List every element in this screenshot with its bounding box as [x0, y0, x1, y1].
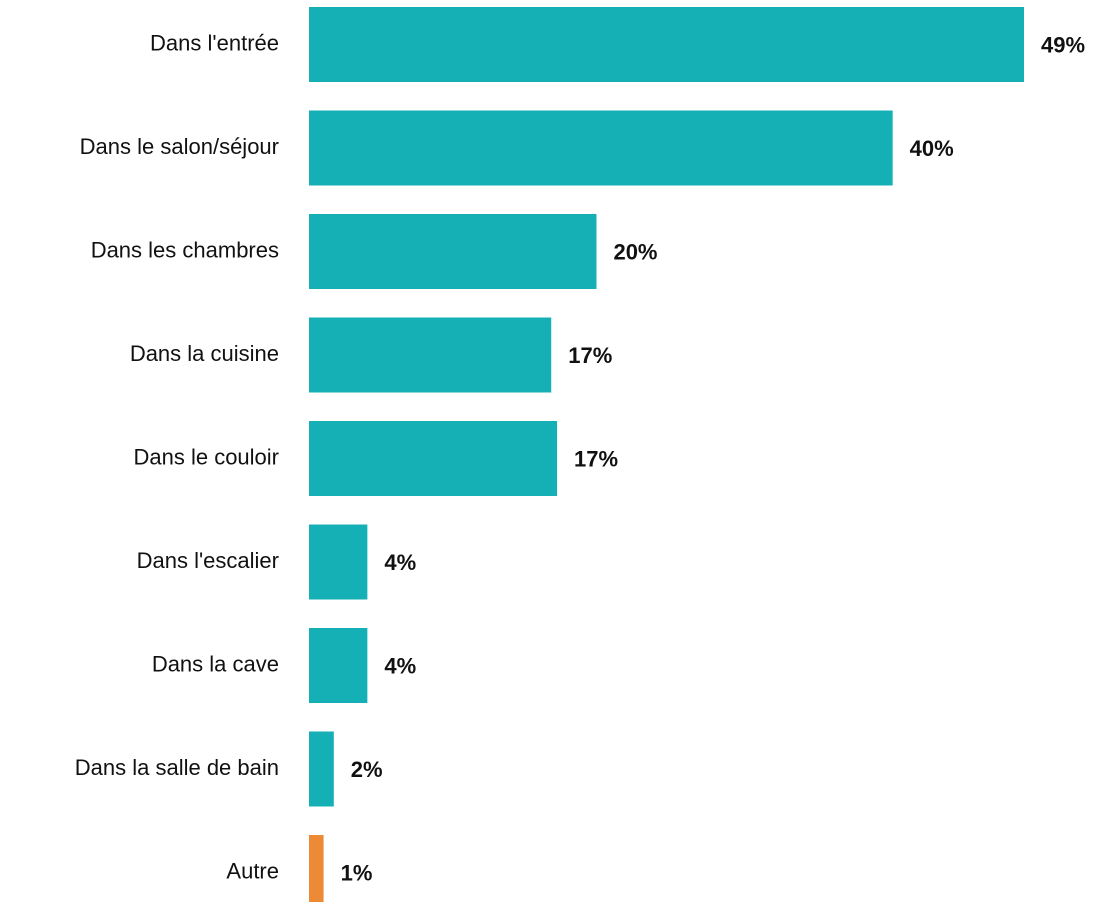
value-label: 4% — [384, 653, 416, 678]
value-label: 1% — [341, 860, 373, 885]
category-label: Dans les chambres — [91, 237, 279, 262]
bar — [309, 421, 558, 496]
category-label: Dans l'entrée — [150, 30, 279, 55]
value-label: 2% — [351, 757, 383, 782]
category-label: Dans la cuisine — [130, 341, 279, 366]
value-label: 4% — [384, 550, 416, 575]
category-label: Dans le couloir — [133, 444, 279, 469]
value-label: 17% — [574, 446, 618, 471]
value-label: 49% — [1041, 32, 1085, 57]
value-label: 20% — [613, 239, 657, 264]
bar — [309, 628, 368, 703]
bar — [309, 7, 1024, 82]
value-label: 40% — [910, 136, 954, 161]
category-label: Dans la salle de bain — [75, 755, 279, 780]
category-label: Dans l'escalier — [137, 548, 279, 573]
value-label: 17% — [568, 343, 612, 368]
bar — [309, 835, 324, 902]
category-label: Dans la cave — [152, 651, 279, 676]
bar — [309, 317, 552, 393]
category-label: Autre — [226, 858, 279, 883]
category-label: Dans le salon/séjour — [80, 134, 279, 159]
bar — [309, 214, 597, 289]
bar — [309, 110, 893, 186]
bar — [309, 524, 368, 600]
bar — [309, 731, 334, 807]
